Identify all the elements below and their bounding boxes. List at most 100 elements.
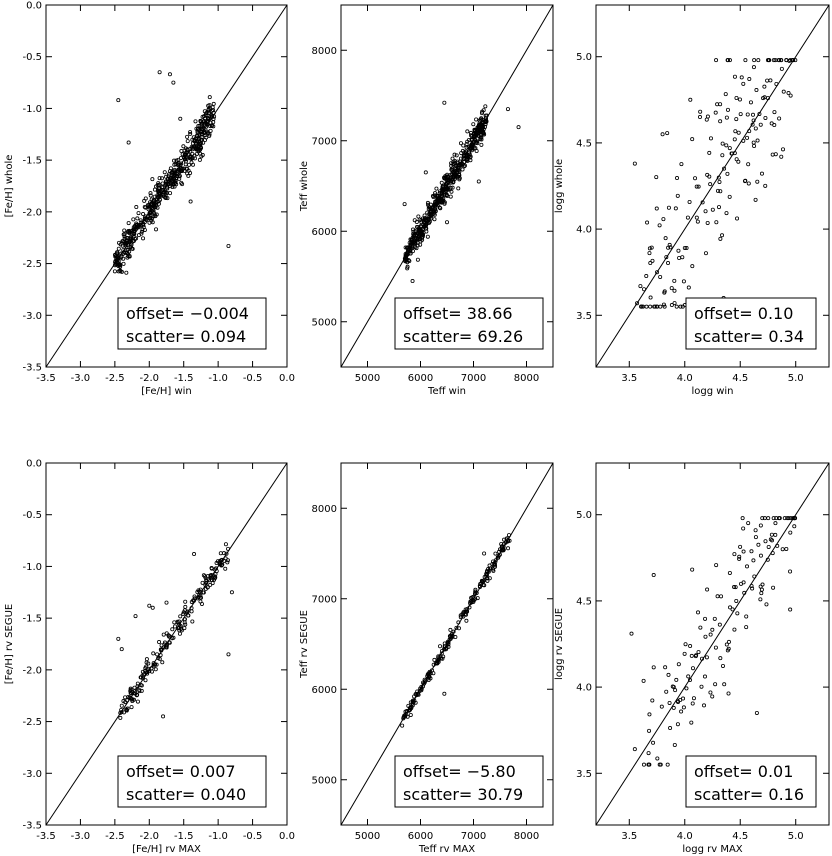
x-tick-label: 3.5 bbox=[621, 831, 637, 842]
x-tick-label: 8000 bbox=[514, 831, 539, 842]
data-point bbox=[506, 546, 511, 551]
y-tick-label: -3.0 bbox=[22, 311, 42, 322]
one-to-one-line bbox=[595, 462, 830, 826]
data-point bbox=[418, 686, 423, 691]
data-point bbox=[156, 656, 161, 661]
x-tick-label: -3.5 bbox=[36, 373, 56, 384]
data-point bbox=[135, 216, 140, 221]
data-point bbox=[716, 205, 721, 210]
data-point bbox=[425, 210, 430, 215]
data-point bbox=[419, 220, 424, 225]
data-point bbox=[749, 583, 754, 588]
data-point bbox=[413, 229, 418, 234]
data-point bbox=[204, 579, 209, 584]
data-point bbox=[212, 574, 217, 579]
data-point bbox=[683, 642, 688, 647]
data-point bbox=[757, 111, 762, 116]
data-point bbox=[666, 245, 671, 250]
data-point bbox=[741, 580, 746, 585]
data-point bbox=[184, 155, 189, 160]
data-point bbox=[201, 119, 206, 124]
data-point bbox=[690, 137, 695, 142]
data-point bbox=[198, 146, 203, 151]
data-point bbox=[413, 692, 418, 697]
data-point bbox=[130, 699, 135, 704]
x-tick-label: 7000 bbox=[461, 373, 486, 384]
data-point bbox=[448, 172, 453, 177]
data-point bbox=[671, 684, 676, 689]
data-point bbox=[785, 516, 790, 521]
data-point bbox=[116, 262, 121, 267]
data-point bbox=[203, 133, 208, 138]
data-point bbox=[438, 644, 443, 649]
data-point bbox=[188, 156, 193, 161]
data-point bbox=[729, 151, 734, 156]
data-point bbox=[725, 107, 730, 112]
data-point bbox=[732, 627, 737, 632]
data-point bbox=[668, 726, 673, 731]
data-point bbox=[135, 699, 140, 704]
offset-text: offset= 38.66 bbox=[403, 304, 513, 323]
data-point bbox=[777, 116, 782, 121]
data-point bbox=[181, 144, 186, 149]
data-point bbox=[197, 157, 202, 162]
data-point bbox=[223, 566, 228, 571]
data-point bbox=[183, 622, 188, 627]
y-tick-label: 4.5 bbox=[576, 138, 592, 149]
data-point bbox=[675, 698, 680, 703]
data-point bbox=[710, 627, 715, 632]
y-axis-label: logg rv SEGUE bbox=[554, 608, 565, 680]
data-point bbox=[648, 304, 653, 309]
data-point bbox=[773, 58, 778, 63]
data-point bbox=[164, 185, 169, 190]
data-point bbox=[724, 211, 729, 216]
data-point bbox=[777, 516, 782, 521]
x-tick-label: 5.0 bbox=[788, 373, 804, 384]
data-point bbox=[403, 709, 408, 714]
data-point bbox=[718, 119, 723, 124]
one-to-one-line bbox=[595, 4, 830, 368]
data-point bbox=[219, 563, 224, 568]
data-point bbox=[410, 279, 415, 284]
data-point bbox=[157, 640, 162, 645]
data-point bbox=[761, 96, 766, 101]
data-point bbox=[112, 269, 117, 274]
data-point bbox=[164, 645, 169, 650]
data-point bbox=[148, 193, 153, 198]
data-point bbox=[681, 705, 686, 710]
data-point bbox=[225, 560, 230, 565]
data-point bbox=[135, 681, 140, 686]
data-point bbox=[771, 585, 776, 590]
data-point bbox=[195, 138, 200, 143]
data-point bbox=[688, 97, 693, 102]
data-point bbox=[753, 126, 758, 131]
data-point bbox=[135, 684, 140, 689]
data-point bbox=[178, 166, 183, 171]
data-point bbox=[461, 156, 466, 161]
data-point bbox=[438, 206, 443, 211]
data-point bbox=[784, 58, 789, 63]
data-point bbox=[463, 612, 468, 617]
x-axis-label: [Fe/H] rv MAX bbox=[132, 844, 201, 855]
y-tick-label: 5.0 bbox=[576, 52, 592, 63]
data-point bbox=[456, 620, 461, 625]
data-point bbox=[741, 549, 746, 554]
data-point bbox=[708, 632, 713, 637]
data-point bbox=[171, 80, 176, 85]
x-tick-label: 0.0 bbox=[279, 373, 295, 384]
data-point bbox=[192, 596, 197, 601]
data-point bbox=[408, 712, 413, 717]
data-point bbox=[167, 640, 172, 645]
data-point bbox=[180, 167, 185, 172]
data-point bbox=[200, 580, 205, 585]
data-point bbox=[714, 58, 719, 63]
data-point bbox=[190, 147, 195, 152]
data-point bbox=[122, 232, 127, 237]
data-point bbox=[481, 583, 486, 588]
data-point bbox=[774, 82, 779, 87]
data-point bbox=[744, 614, 749, 619]
data-point bbox=[424, 223, 429, 228]
data-point bbox=[462, 159, 467, 164]
data-point bbox=[139, 229, 144, 234]
